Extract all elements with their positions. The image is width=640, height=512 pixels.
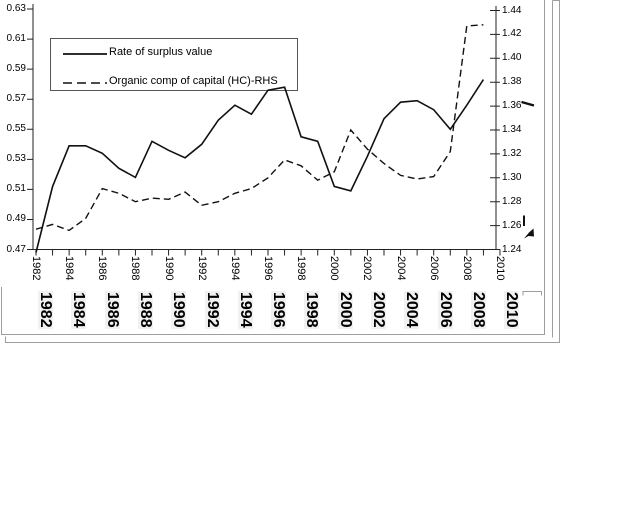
background-x-tick-label: 2006 — [436, 291, 454, 329]
right-axis-tick-label: 1.24 — [502, 243, 522, 255]
background-x-tick-label: 2008 — [469, 291, 487, 329]
background-x-tick-label: 2002 — [370, 291, 387, 329]
background-x-tick-label: 2000 — [336, 291, 354, 329]
axis-lines — [32, 4, 497, 250]
legend-entry: Organic comp of capital (HC)-RHS — [51, 74, 297, 94]
right-axis-tick-label: 1.30 — [502, 171, 522, 183]
right-axis-tick-label: 1.34 — [502, 124, 522, 135]
legend: Rate of surplus value Organic comp of cap… — [50, 38, 298, 91]
background-x-tick-label: 1998 — [303, 291, 321, 329]
background-x-tick-label: 1996 — [270, 291, 288, 329]
left-axis-tick-label: 0.63 — [6, 3, 26, 14]
left-axis-tick-label: 0.53 — [6, 153, 26, 165]
left-axis-tick-label: 0.59 — [6, 63, 26, 75]
right-axis-tick-label: 1.32 — [502, 147, 522, 159]
outer-frame-middle-line — [552, 0, 560, 338]
background-x-tick-label: 2004 — [403, 291, 421, 329]
chart-plot — [27, 4, 501, 256]
left-axis-tick-label: 0.51 — [6, 183, 26, 195]
background-x-tick-label: 1992 — [203, 291, 221, 329]
background-x-tick-label: 1982 — [37, 291, 54, 329]
solid-line-sample-icon — [63, 53, 107, 55]
chart-picture: 0.63 0.61 0.59 0.57 0.55 0.53 0.51 0.49 0.47 1.4… — [0, 0, 521, 287]
background-x-tick-label: 1984 — [70, 291, 88, 329]
underlying-solid-line-fragment — [521, 100, 535, 107]
background-x-tick-label: 1990 — [170, 291, 188, 329]
left-axis-tick-label: 0.57 — [6, 93, 26, 105]
legend-label: Organic comp of capital (HC)-RHS — [109, 75, 278, 87]
right-axis-tick-label: 1.28 — [502, 195, 522, 207]
series-line-1 — [35, 79, 485, 253]
background-x-tick-label: 2010 — [503, 291, 521, 329]
right-axis-tick-label: 1.38 — [502, 76, 522, 88]
left-axis-tick-label: 0.49 — [6, 213, 26, 225]
background-x-tick-label: 1994 — [236, 291, 254, 329]
right-axis-tick-label: 1.42 — [502, 28, 522, 40]
left-axis-tick-label: 0.61 — [6, 33, 26, 45]
left-axis-tick-label: 0.55 — [6, 123, 26, 135]
background-x-tick-label: 1988 — [136, 291, 154, 329]
right-axis-tick-label: 1.26 — [502, 219, 522, 231]
outer-frame-outer-rect — [5, 0, 560, 343]
legend-entry: Rate of surplus value — [51, 45, 297, 65]
background-x-tick-label: 1986 — [103, 291, 121, 329]
left-axis-tick-label: 0.47 — [6, 243, 26, 255]
dashed-line-sample-icon — [63, 82, 107, 84]
mouse-cursor-icon — [524, 228, 534, 239]
axis-ticks — [27, 8, 501, 256]
legend-label: Rate of surplus value — [109, 46, 213, 58]
right-axis-tick-label: 1.36 — [502, 100, 522, 112]
underlying-plot-corner-bracket — [522, 291, 542, 296]
right-axis-tick-label: 1.40 — [502, 52, 522, 64]
right-axis-tick-label: 1.44 — [502, 4, 522, 16]
series-line-2 — [35, 24, 484, 232]
